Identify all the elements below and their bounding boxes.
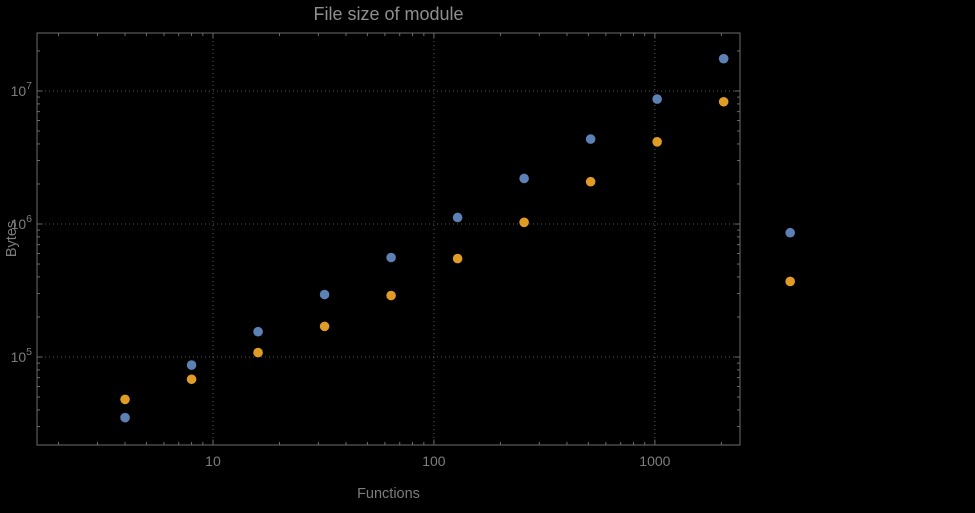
data-point-series-blue [319, 289, 330, 300]
data-point-series-orange [120, 394, 130, 405]
data-point-series-orange [186, 374, 197, 385]
data-point-series-orange [452, 253, 463, 264]
data-point-series-blue [253, 326, 263, 337]
data-point-series-orange [519, 217, 529, 228]
data-point-series-orange [386, 290, 396, 301]
data-point-series-orange [785, 276, 795, 287]
data-point-series-orange [253, 347, 263, 358]
data-point-series-blue [186, 360, 197, 370]
data-point-series-orange [585, 176, 596, 187]
x-tick-label: 10 [205, 453, 221, 469]
data-point-series-blue [120, 412, 130, 423]
data-point-series-blue [386, 252, 396, 263]
y-tick-label: 106 [11, 213, 33, 232]
data-point-series-blue [785, 227, 795, 238]
data-point-series-orange [319, 321, 330, 332]
chart-title: File size of module [313, 4, 464, 24]
data-point-series-blue [585, 134, 596, 144]
data-point-series-blue [652, 94, 662, 104]
y-tick-label: 107 [11, 80, 33, 99]
data-point-series-blue [452, 212, 463, 223]
y-tick-label: 105 [11, 346, 33, 365]
x-tick-label: 1000 [639, 453, 670, 469]
x-axis-label: Functions [357, 486, 420, 502]
data-point-series-blue [718, 53, 729, 64]
data-point-series-orange [652, 137, 662, 147]
data-point-series-blue [519, 173, 529, 184]
plot-frame [36, 32, 741, 446]
x-tick-label: 100 [422, 453, 446, 469]
data-point-series-orange [718, 96, 729, 107]
